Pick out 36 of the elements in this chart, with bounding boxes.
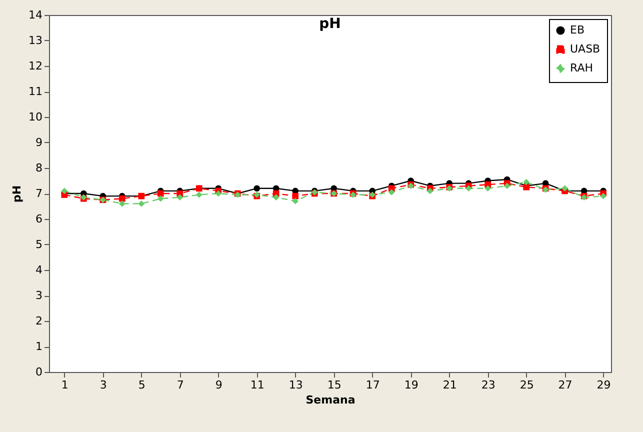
y-tick-label: 11 [28, 85, 42, 98]
x-tick-label: 13 [288, 378, 303, 392]
x-tick-label: 17 [366, 378, 380, 392]
y-tick-label: 4 [36, 264, 42, 276]
x-axis-title: Semana [306, 394, 356, 406]
x-tick-label: 11 [250, 378, 264, 392]
y-axis-title: pH [10, 185, 24, 203]
x-tick-label: 7 [176, 378, 184, 392]
x-tick-label: 5 [138, 378, 146, 392]
legend-label: UASB [570, 42, 600, 56]
x-tick-label: 15 [327, 378, 342, 392]
x-tick-label: 3 [100, 378, 107, 392]
legend-label: EB [570, 24, 584, 36]
x-tick-label: 27 [558, 378, 572, 392]
x-tick-label: 21 [442, 378, 457, 392]
x-tick-label: 9 [215, 378, 222, 392]
x-tick-label: 1 [61, 378, 68, 392]
y-tick-label: 10 [28, 110, 42, 124]
y-tick-label: 1 [36, 340, 42, 353]
y-tick-label: 12 [28, 60, 42, 72]
y-tick-label: 8 [36, 162, 42, 174]
y-tick-label: 6 [36, 212, 42, 226]
y-tick-label: 9 [36, 136, 42, 149]
y-tick-label: 7 [36, 187, 42, 200]
y-tick-label: 2 [36, 314, 42, 328]
y-tick-label: 5 [36, 238, 42, 251]
y-tick-label: 3 [36, 289, 42, 302]
y-tick-label: 14 [28, 8, 42, 22]
y-tick-label: 0 [36, 366, 42, 378]
x-tick-label: 25 [520, 378, 534, 392]
chart-title: pH [319, 16, 341, 32]
x-tick-label: 29 [596, 378, 611, 392]
x-tick-label: 23 [481, 378, 496, 392]
y-tick-label: 13 [28, 34, 42, 47]
x-tick-label: 19 [404, 378, 418, 392]
legend-label: RAH [570, 62, 593, 74]
